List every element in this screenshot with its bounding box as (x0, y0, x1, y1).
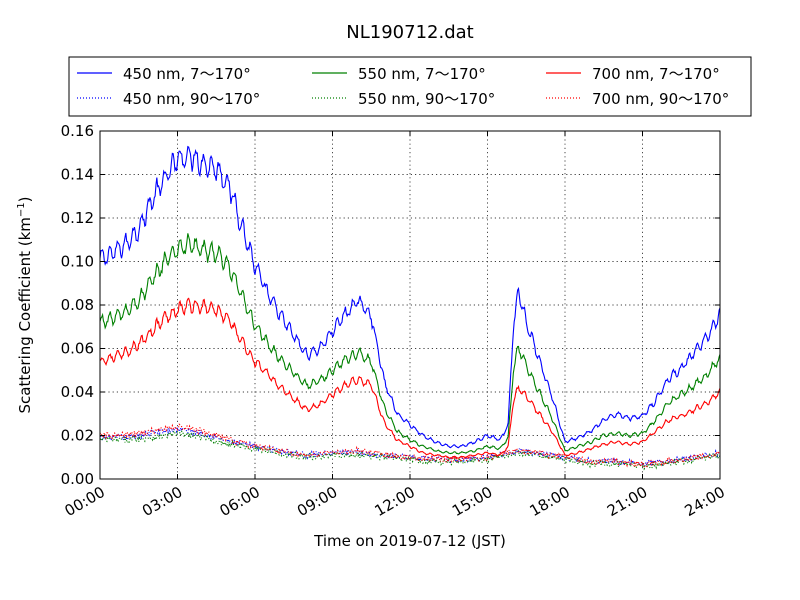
series-line (99, 423, 721, 468)
y-tick-label: 0.14 (61, 166, 94, 184)
x-tick-label: 15:00 (449, 483, 495, 520)
y-tick-label: 0.04 (61, 383, 94, 401)
series-lines (99, 145, 721, 471)
y-tick-label: 0.06 (61, 340, 94, 358)
x-tick-label: 18:00 (527, 483, 573, 520)
plot-frame (99, 130, 721, 480)
y-tick-label: 0.12 (61, 209, 94, 227)
legend: 450 nm, 7～170° 450 nm, 90～170° 550 nm, 7～1… (68, 56, 752, 117)
grid-lines (100, 131, 720, 479)
x-tick-label: 09:00 (294, 483, 340, 520)
x-tick-label: 12:00 (372, 483, 418, 520)
y-tick-label: 0.08 (61, 296, 94, 314)
x-tick-label: 00:00 (62, 483, 108, 520)
y-tick-labels: 0.00 0.02 0.04 0.06 0.08 0.10 0.12 0.14 0.16 (61, 122, 94, 488)
y-tick-label: 0.00 (61, 470, 94, 488)
legend-box (68, 56, 752, 117)
x-tick-label: 06:00 (217, 483, 263, 520)
series-line (99, 233, 721, 455)
y-axis-label-end: ) (16, 196, 34, 202)
x-tick-labels: 00:00 03:00 06:00 09:00 12:00 15:00 18:00 21:00… (62, 483, 728, 520)
series-line (99, 145, 721, 449)
x-axis-label: Time on 2019-07-12 (JST) (313, 532, 506, 550)
y-tick-label: 0.16 (61, 122, 94, 140)
legend-items: 450 nm, 7～170° 450 nm, 90～170° 550 nm, 7～1… (77, 65, 729, 108)
y-axis-label-superscript: −1 (16, 202, 27, 217)
legend-label: 450 nm, 7～170° (123, 65, 251, 83)
legend-label: 550 nm, 90～170° (358, 90, 495, 108)
x-tick-label: 24:00 (682, 483, 728, 520)
series-line (99, 297, 721, 459)
legend-label: 550 nm, 7～170° (358, 65, 486, 83)
series-line (99, 425, 721, 468)
y-tick-label: 0.02 (61, 427, 94, 445)
y-axis-label-main: Scattering Coefficient (km (16, 217, 34, 413)
x-tick-label: 03:00 (139, 483, 185, 520)
plot-area (99, 130, 721, 480)
chart-title: NL190712.dat (346, 22, 473, 43)
x-tick-label: 21:00 (604, 483, 650, 520)
legend-label: 700 nm, 90～170° (592, 90, 729, 108)
legend-label: 450 nm, 90～170° (123, 90, 260, 108)
y-axis-label: Scattering Coefficient (km−1) (16, 196, 34, 413)
y-tick-label: 0.10 (61, 253, 94, 271)
legend-label: 700 nm, 7～170° (592, 65, 720, 83)
